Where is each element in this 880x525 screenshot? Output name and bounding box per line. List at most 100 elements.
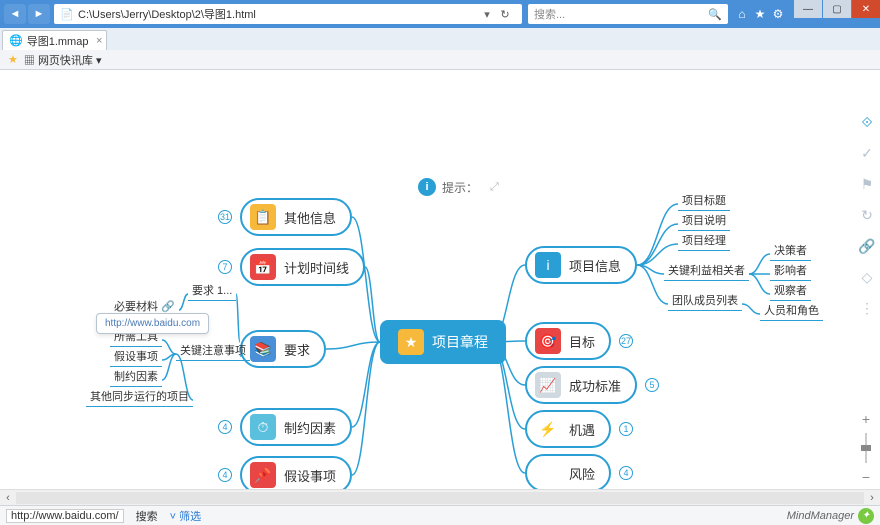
info-child-2[interactable]: 项目经理: [678, 232, 730, 251]
stake-child-0[interactable]: 决策者: [770, 242, 811, 261]
status-url: http://www.baidu.com/: [6, 509, 124, 523]
badge-constraint: 4: [218, 420, 232, 434]
risk-label: 风险: [569, 464, 595, 483]
badge-assume: 4: [218, 468, 232, 482]
tool-tag-icon[interactable]: ◇: [862, 269, 873, 286]
chance-label: 机遇: [569, 420, 595, 439]
req-leaf-4[interactable]: 其他同步运行的项目: [86, 388, 193, 407]
assume-icon: 📌: [250, 462, 276, 488]
tool-link-icon[interactable]: 🔗: [858, 238, 875, 255]
scroll-track[interactable]: [16, 492, 864, 504]
center-node[interactable]: ★ 项目章程: [380, 320, 506, 364]
badge-goal: 27: [619, 334, 633, 348]
tab-label: 导图1.mmap: [27, 33, 89, 49]
link-tooltip: http://www.baidu.com: [96, 313, 209, 334]
badge-timeline: 7: [218, 260, 232, 274]
close-button[interactable]: ✕: [852, 0, 880, 18]
success-icon: 📈: [535, 372, 561, 398]
hint-expand-icon[interactable]: ⤢: [490, 181, 499, 194]
stake-child-2[interactable]: 观察者: [770, 282, 811, 301]
other-icon: 📋: [250, 204, 276, 230]
req-child-top[interactable]: 要求 1...: [188, 282, 236, 301]
info-child-0[interactable]: 项目标题: [678, 192, 730, 211]
req-child-bottom[interactable]: 关键注意事项: [176, 342, 250, 361]
node-other[interactable]: 📋 其他信息: [240, 198, 352, 236]
back-button[interactable]: ◄: [4, 4, 26, 24]
brand: MindManager ✦: [787, 508, 874, 524]
node-risk[interactable]: ⚠ 风险: [525, 454, 611, 492]
info-child-1[interactable]: 项目说明: [678, 212, 730, 231]
zoom-slider[interactable]: [865, 433, 867, 463]
content-area: i 提示： ⤢ ★ 项目章程 📋其他信息31📅计划时间线7📚要求⏱制约因素4📌假…: [0, 70, 880, 525]
title-bar: ◄ ► 📄 C:\Users\Jerry\Desktop\2\导图1.html …: [0, 0, 880, 28]
timeline-label: 计划时间线: [284, 258, 349, 277]
hint-label: 提示：: [442, 179, 478, 196]
tab-close-icon[interactable]: ×: [96, 35, 102, 47]
scroll-left-button[interactable]: ‹: [0, 492, 16, 504]
fav-item[interactable]: ▦ 网页快讯库 ▾: [24, 52, 102, 68]
center-label: 项目章程: [432, 332, 488, 352]
status-filter[interactable]: ˅ 筛选: [170, 508, 201, 524]
req-leaf-2[interactable]: 假设事项: [110, 348, 162, 367]
hint-icon: i: [418, 178, 436, 196]
node-req[interactable]: 📚要求: [240, 330, 326, 368]
center-icon: ★: [398, 329, 424, 355]
success-label: 成功标准: [569, 376, 621, 395]
badge-other: 31: [218, 210, 232, 224]
info-child-3[interactable]: 关键利益相关者: [664, 262, 749, 281]
tab-mindmap[interactable]: 🌐 导图1.mmap ×: [2, 30, 107, 50]
address-text: C:\Users\Jerry\Desktop\2\导图1.html: [78, 6, 256, 22]
info-child-4[interactable]: 团队成员列表: [668, 292, 742, 311]
browser-window: ◄ ► 📄 C:\Users\Jerry\Desktop\2\导图1.html …: [0, 0, 880, 525]
stake-child-1[interactable]: 影响者: [770, 262, 811, 281]
address-bar[interactable]: 📄 C:\Users\Jerry\Desktop\2\导图1.html ▾ ↻: [54, 4, 522, 24]
status-bar: http://www.baidu.com/ 搜索 ˅ 筛选 MindManage…: [0, 505, 880, 525]
timeline-icon: 📅: [250, 254, 276, 280]
home-icon[interactable]: ⌂: [734, 6, 750, 22]
zoom-in-button[interactable]: +: [862, 411, 870, 427]
horizontal-scrollbar[interactable]: ‹ ›: [0, 489, 880, 505]
search-icon[interactable]: 🔍: [708, 8, 722, 21]
team-child[interactable]: 人员和角色: [760, 302, 823, 321]
forward-button[interactable]: ►: [28, 4, 50, 24]
node-info[interactable]: i项目信息: [525, 246, 637, 284]
mindmap-canvas[interactable]: i 提示： ⤢ ★ 项目章程 📋其他信息31📅计划时间线7📚要求⏱制约因素4📌假…: [0, 70, 880, 525]
zoom-control: + −: [856, 411, 876, 485]
node-chance[interactable]: ⚡ 机遇: [525, 410, 611, 448]
tool-handle-icon[interactable]: ⋮: [860, 300, 874, 317]
tool-pointer-icon[interactable]: ⟐: [861, 114, 872, 131]
page-icon: 📄: [60, 8, 74, 21]
node-success[interactable]: 📈 成功标准: [525, 366, 637, 404]
address-dropdown[interactable]: ▾: [480, 8, 494, 21]
fav-icon[interactable]: ★: [752, 6, 768, 22]
chance-icon: ⚡: [535, 416, 561, 442]
node-constraint[interactable]: ⏱制约因素: [240, 408, 352, 446]
node-goal[interactable]: 🎯目标: [525, 322, 611, 360]
badge-success: 5: [645, 378, 659, 392]
minimize-button[interactable]: —: [794, 0, 822, 18]
brand-icon: ✦: [858, 508, 874, 524]
other-label: 其他信息: [284, 208, 336, 227]
constraint-icon: ⏱: [250, 414, 276, 440]
maximize-button[interactable]: ▢: [823, 0, 851, 18]
favorites-icon[interactable]: ★: [8, 53, 18, 66]
status-search[interactable]: 搜索: [136, 508, 158, 524]
zoom-out-button[interactable]: −: [862, 469, 870, 485]
goal-icon: 🎯: [535, 328, 561, 354]
tool-check-icon[interactable]: ✓: [861, 145, 873, 162]
badge-chance: 1: [619, 422, 633, 436]
tool-refresh-icon[interactable]: ↻: [861, 207, 873, 224]
tool-flag-icon[interactable]: ⚑: [861, 176, 874, 193]
scroll-right-button[interactable]: ›: [864, 492, 880, 504]
req-icon: 📚: [250, 336, 276, 362]
tools-icon[interactable]: ⚙: [770, 6, 786, 22]
assume-label: 假设事项: [284, 466, 336, 485]
refresh-button[interactable]: ↻: [494, 8, 516, 21]
search-box[interactable]: 搜索... 🔍: [528, 4, 728, 24]
risk-icon: ⚠: [535, 460, 561, 486]
req-leaf-3[interactable]: 制约因素: [110, 368, 162, 387]
info-icon: i: [535, 252, 561, 278]
hint-node[interactable]: i 提示： ⤢: [418, 178, 499, 196]
node-timeline[interactable]: 📅 计划时间线: [240, 248, 365, 286]
tab-icon: 🌐: [9, 34, 23, 47]
